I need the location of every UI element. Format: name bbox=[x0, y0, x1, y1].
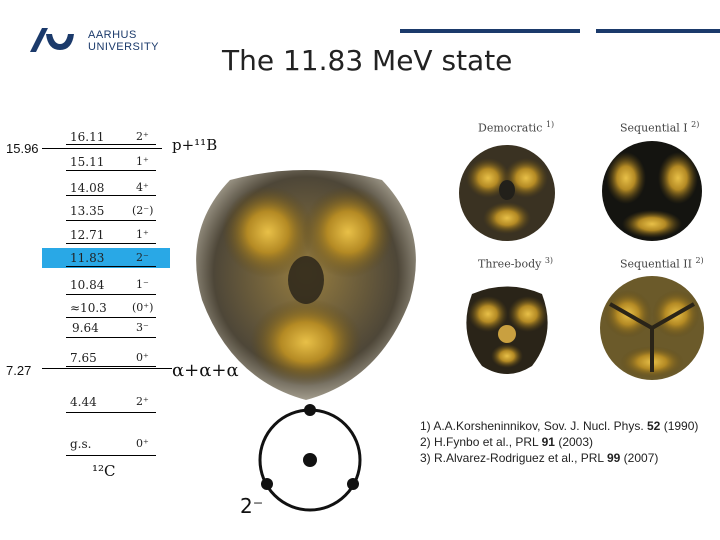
sim-ref: 3) bbox=[544, 256, 554, 265]
sim-plot-sequential-2 bbox=[600, 276, 704, 380]
reference-text: A.A.Korsheninnikov, Sov. J. Nucl. Phys. bbox=[433, 419, 647, 433]
level-energy: 12.71 bbox=[70, 228, 105, 242]
aarhus-logo-icon bbox=[30, 28, 74, 52]
reference-num: 1) bbox=[420, 419, 431, 433]
reference-year: (2007) bbox=[620, 451, 659, 465]
reference-item: 3) R.Alvarez-Rodriguez et al., PRL 99 (2… bbox=[420, 450, 698, 466]
level-jp: (2⁻) bbox=[132, 204, 154, 217]
level-line bbox=[66, 294, 156, 295]
sim-name: Democratic bbox=[478, 121, 543, 135]
level-energy: 9.64 bbox=[72, 321, 99, 335]
level-energy: 7.65 bbox=[70, 351, 97, 365]
level-line bbox=[66, 144, 156, 145]
sim-plot-democratic bbox=[459, 145, 555, 241]
level-energy: 11.83 bbox=[70, 251, 105, 265]
aarhus-logo bbox=[26, 24, 78, 54]
reference-year: (2003) bbox=[554, 435, 594, 449]
logo-line2: UNIVERSITY bbox=[88, 41, 160, 53]
level-energy: 13.35 bbox=[70, 204, 105, 218]
level-energy: 16.11 bbox=[70, 130, 105, 144]
level-line bbox=[66, 455, 156, 456]
level-line bbox=[66, 195, 156, 196]
level-line bbox=[66, 243, 156, 244]
level-jp: 1⁻ bbox=[136, 278, 149, 291]
proton-channel: p+¹¹B bbox=[172, 136, 218, 154]
logo-line1: AARHUS bbox=[88, 29, 137, 41]
highlight-11-83 bbox=[42, 248, 170, 268]
reference-item: 2) H.Fynbo et al., PRL 91 (2003) bbox=[420, 434, 698, 450]
sim-label-sequential-1: Sequential I 2) bbox=[620, 120, 699, 135]
threshold-upper: 15.96 bbox=[6, 141, 39, 156]
level-jp: 2⁺ bbox=[136, 395, 149, 408]
level-jp: 0⁺ bbox=[136, 437, 149, 450]
level-energy: 10.84 bbox=[70, 278, 105, 292]
page-title: The 11.83 MeV state bbox=[222, 44, 513, 77]
level-energy: g.s. bbox=[70, 437, 92, 451]
sim-label-sequential-2: Sequential II 2) bbox=[620, 256, 704, 271]
level-jp: 2⁻ bbox=[136, 251, 149, 264]
level-energy: 4.44 bbox=[70, 395, 97, 409]
sim-ref: 2) bbox=[691, 120, 700, 129]
logo-text: AARHUS UNIVERSITY bbox=[88, 29, 159, 53]
nucleus-label: ¹²C bbox=[92, 462, 116, 480]
level-energy: 15.11 bbox=[70, 155, 105, 169]
reference-volume: 91 bbox=[541, 435, 555, 449]
threshold-lower: 7.27 bbox=[6, 363, 32, 378]
reference-text: R.Alvarez-Rodriguez et al., PRL bbox=[434, 451, 607, 465]
level-jp: 4⁺ bbox=[136, 181, 149, 194]
level-jp: 1⁺ bbox=[136, 228, 149, 241]
level-jp: 0⁺ bbox=[136, 351, 149, 364]
level-line bbox=[66, 220, 156, 221]
density-plot-main bbox=[196, 170, 416, 400]
sim-name: Three-body bbox=[478, 257, 542, 271]
reference-volume: 99 bbox=[606, 451, 621, 465]
level-energy: ≈10.3 bbox=[70, 301, 107, 315]
diagram-label: 2⁻ bbox=[240, 494, 264, 518]
sim-ref: 2) bbox=[695, 256, 704, 265]
level-jp: (0⁺) bbox=[132, 301, 154, 314]
threshold-upper-line bbox=[42, 148, 162, 149]
level-line bbox=[66, 266, 156, 267]
sim-name: Sequential I bbox=[620, 121, 688, 135]
reference-text: H.Fynbo et al., PRL bbox=[434, 435, 542, 449]
reference-num: 3) bbox=[420, 451, 431, 465]
level-line bbox=[66, 317, 156, 318]
level-jp: 3⁻ bbox=[136, 321, 149, 334]
sim-plot-three-body bbox=[466, 286, 548, 374]
level-energy: 14.08 bbox=[70, 181, 105, 195]
reference-year: (1990) bbox=[660, 419, 699, 433]
sim-label-three-body: Three-body 3) bbox=[478, 256, 553, 271]
sim-plot-sequential-1 bbox=[602, 141, 702, 241]
alpha-configuration-diagram bbox=[258, 404, 362, 512]
sim-ref: 1) bbox=[545, 120, 555, 129]
level-line bbox=[66, 366, 156, 367]
references: 1) A.A.Korsheninnikov, Sov. J. Nucl. Phy… bbox=[420, 418, 698, 466]
level-line bbox=[66, 337, 156, 338]
sim-name: Sequential II bbox=[620, 257, 692, 271]
reference-item: 1) A.A.Korsheninnikov, Sov. J. Nucl. Phy… bbox=[420, 418, 698, 434]
level-jp: 1⁺ bbox=[136, 155, 149, 168]
header-bar-right bbox=[596, 29, 720, 33]
level-jp: 2⁺ bbox=[136, 130, 149, 143]
level-line bbox=[66, 412, 156, 413]
reference-num: 2) bbox=[420, 435, 431, 449]
threshold-lower-line bbox=[42, 368, 172, 369]
level-line bbox=[66, 170, 156, 171]
sim-label-democratic: Democratic 1) bbox=[478, 120, 554, 135]
reference-volume: 52 bbox=[647, 419, 661, 433]
header-bar-left bbox=[400, 29, 580, 33]
alpha-channel: α+α+α bbox=[172, 360, 239, 381]
